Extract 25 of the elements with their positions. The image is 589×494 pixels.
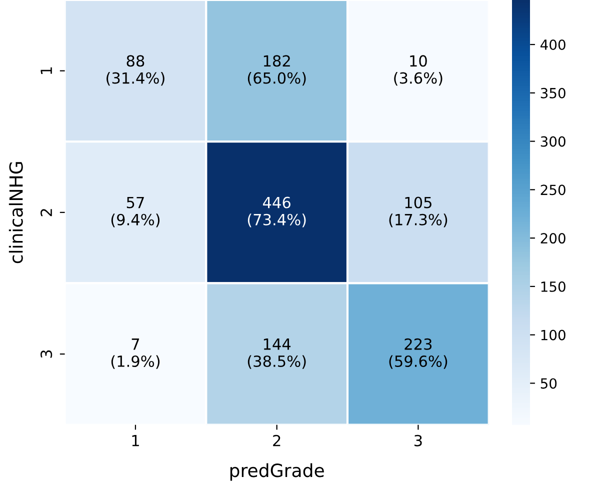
- data-label: 88 (31.4%): [106, 55, 164, 86]
- x-tick-label: 1: [132, 435, 139, 446]
- color-bar-label: 150: [541, 281, 566, 292]
- y-tick-label: 3: [40, 350, 52, 358]
- color-bar-label: 100: [541, 330, 566, 340]
- color-bar-label: 200: [540, 233, 566, 244]
- data-label: 57 (9.4%): [111, 196, 160, 228]
- data-label: 7 (1.9%): [111, 338, 160, 369]
- y-axis-title: clinicalNHG: [8, 162, 23, 264]
- color-bar-label: 300: [540, 136, 566, 147]
- y-tick-label: 2: [40, 209, 52, 216]
- x-tick-label: 3: [414, 434, 422, 446]
- color-bar-label: 400: [540, 39, 566, 50]
- data-label: 223 (59.6%): [389, 338, 448, 369]
- color-bar-label: 250: [540, 184, 566, 196]
- data-label: 144 (38.5%): [248, 338, 306, 369]
- data-label: 105 (17.3%): [389, 196, 448, 228]
- data-label: 446 (73.4%): [248, 196, 306, 228]
- color-bar-label: 50: [540, 378, 557, 389]
- x-tick-label: 2: [273, 434, 280, 446]
- data-label: 182 (65.0%): [248, 55, 306, 86]
- x-axis-title: predGrade: [230, 463, 324, 481]
- y-tick-label: 1: [40, 67, 52, 74]
- data-label: 10 (3.6%): [394, 55, 442, 86]
- color-bar-label: 350: [540, 88, 566, 98]
